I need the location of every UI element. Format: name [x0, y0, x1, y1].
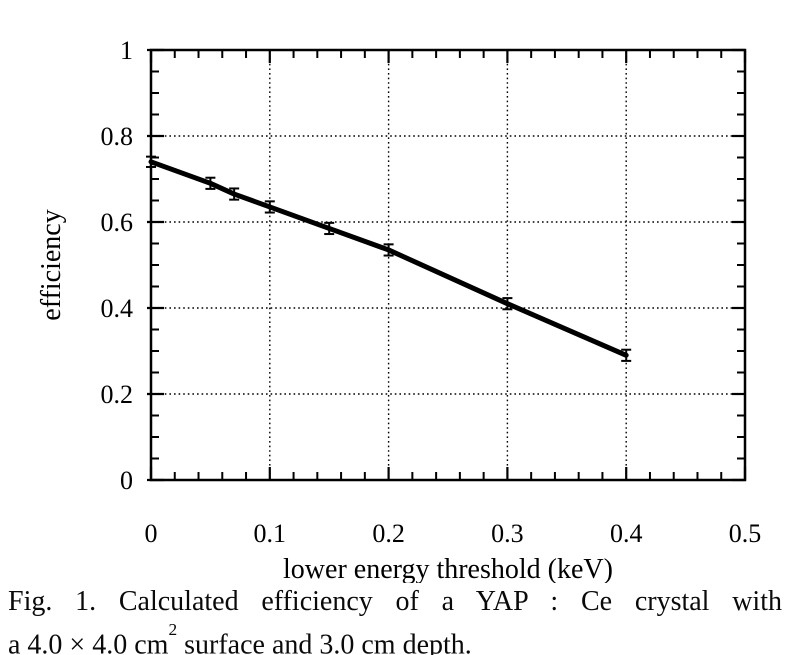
caption-line2-text-post: surface and 3.0 cm depth. [177, 629, 472, 655]
data-line [148, 159, 629, 358]
efficiency-chart: efficiency lower energy threshold (keV) … [36, 36, 762, 583]
caption-line-1: Fig. 1. Calculated efficiency of a YAP :… [8, 586, 782, 617]
chart-plot-border [149, 48, 747, 482]
figure-caption: Fig. 1. Calculated efficiency of a YAP :… [8, 584, 782, 655]
x-tick-label: 0.1 [254, 519, 287, 548]
y-tick-label: 0.6 [101, 208, 134, 237]
x-tick-label: 0.5 [729, 519, 762, 548]
y-tick-label: 1 [120, 36, 133, 65]
caption-line2-text-pre: a 4.0 × 4.0 cm [8, 629, 169, 655]
y-tick-label: 0.2 [101, 380, 134, 409]
caption-superscript: 2 [168, 620, 178, 640]
y-tick-label: 0 [120, 466, 133, 495]
x-tick-label: 0.2 [372, 519, 405, 548]
y-tick-label: 0.4 [101, 294, 134, 323]
x-axis-label: lower energy threshold (keV) [283, 554, 613, 583]
caption-line-2: a 4.0 × 4.0 cm2 surface and 3.0 cm depth… [8, 620, 782, 655]
x-tick-label: 0.4 [610, 519, 643, 548]
y-axis-label: efficiency [36, 209, 67, 320]
x-tick-label: 0.3 [491, 519, 524, 548]
x-tick-label: 0 [145, 519, 158, 548]
y-tick-label: 0.8 [101, 122, 134, 151]
